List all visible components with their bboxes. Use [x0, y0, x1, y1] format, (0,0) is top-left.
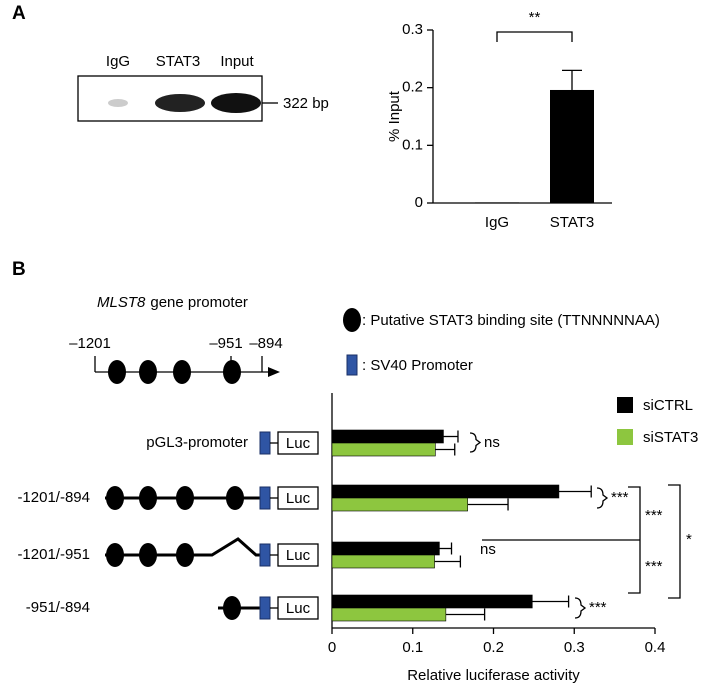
legend-swatch — [617, 397, 633, 413]
binding-site — [108, 360, 126, 384]
significance-bracket — [469, 432, 482, 453]
significance-bracket — [574, 597, 587, 619]
y-tick-label: 0.1 — [402, 136, 423, 153]
significance-label: *** — [645, 558, 663, 575]
lane-label: STAT3 — [156, 53, 200, 70]
bar — [331, 554, 435, 569]
legend-text: : Putative STAT3 binding site (TTNNNNNAA… — [362, 312, 660, 329]
gene-name: MLST8 — [97, 294, 146, 311]
gel-band — [211, 93, 261, 113]
category-label: -1201/-951 — [17, 546, 90, 563]
bar — [331, 442, 436, 457]
panel-label: A — [12, 3, 26, 24]
luc-label: Luc — [286, 490, 311, 507]
binding-site — [223, 596, 241, 620]
luc-box — [277, 596, 319, 620]
panel-label: B — [12, 259, 26, 280]
x-axis-label: Relative luciferase activity — [407, 667, 580, 684]
gel-band — [108, 99, 128, 107]
luc-label: Luc — [286, 547, 311, 564]
significance-label: ns — [484, 434, 500, 451]
legend-text: : SV40 Promoter — [362, 357, 473, 374]
x-tick-label: IgG — [485, 214, 509, 231]
arrow-head — [268, 367, 280, 377]
promoter-title-rest: gene promoter — [150, 294, 248, 311]
significance-bracket — [496, 31, 573, 42]
legend-sv40 — [346, 354, 358, 376]
legend-label: siSTAT3 — [643, 429, 698, 446]
significance-label: *** — [589, 599, 607, 616]
bar — [331, 497, 468, 512]
luc-box — [277, 543, 319, 567]
significance-bracket — [668, 484, 681, 599]
x-tick-label: 0 — [328, 639, 336, 656]
x-tick-label: 0.2 — [483, 639, 504, 656]
bar — [475, 202, 519, 203]
y-tick-label: 0.3 — [402, 21, 423, 38]
legend-label: siCTRL — [643, 397, 693, 414]
binding-site — [176, 486, 194, 510]
sv40-promoter — [259, 486, 271, 510]
legend-binding-site — [343, 308, 361, 332]
promoter-title: MLST8 gene promoter — [97, 294, 248, 311]
sv40-promoter — [259, 431, 271, 455]
position-label: –1201 — [69, 335, 111, 352]
significance-label: ns — [480, 541, 496, 558]
x-tick-label: 0.4 — [645, 639, 666, 656]
position-label: –894 — [249, 335, 282, 352]
binding-site — [176, 543, 194, 567]
binding-site — [223, 360, 241, 384]
y-tick-label: 0 — [415, 194, 423, 211]
binding-site — [173, 360, 191, 384]
x-tick-label: STAT3 — [550, 214, 594, 231]
binding-site — [106, 543, 124, 567]
luc-label: Luc — [286, 435, 311, 452]
bar — [331, 594, 533, 609]
sv40-promoter — [259, 596, 271, 620]
category-label: pGL3-promoter — [146, 434, 248, 451]
bar — [550, 89, 594, 203]
sv40-promoter — [259, 543, 271, 567]
binding-site — [139, 486, 157, 510]
lane-label: IgG — [106, 53, 130, 70]
gel-band — [155, 94, 205, 112]
size-label: 322 bp — [283, 95, 329, 112]
significance-bracket — [628, 486, 641, 594]
x-tick-label: 0.3 — [564, 639, 585, 656]
luc-label: Luc — [286, 600, 311, 617]
binding-site — [106, 486, 124, 510]
significance-label: * — [686, 531, 692, 548]
significance-label: ** — [529, 9, 541, 26]
category-label: -1201/-894 — [17, 489, 90, 506]
significance-label: *** — [611, 489, 629, 506]
x-tick-label: 0.1 — [402, 639, 423, 656]
binding-site — [226, 486, 244, 510]
luc-box — [277, 486, 319, 510]
significance-label: *** — [645, 507, 663, 524]
category-label: -951/-894 — [26, 599, 90, 616]
legend-swatch — [617, 429, 633, 445]
bar — [331, 429, 444, 444]
significance-bracket — [596, 487, 609, 509]
bar — [331, 607, 447, 622]
luc-box — [277, 431, 319, 455]
y-tick-label: 0.2 — [402, 79, 423, 96]
bar — [331, 541, 440, 556]
lane-label: Input — [220, 53, 254, 70]
binding-site — [139, 360, 157, 384]
y-axis-label: % Input — [386, 90, 403, 142]
binding-site — [139, 543, 157, 567]
position-label: –951 — [209, 335, 242, 352]
bar — [331, 484, 560, 499]
